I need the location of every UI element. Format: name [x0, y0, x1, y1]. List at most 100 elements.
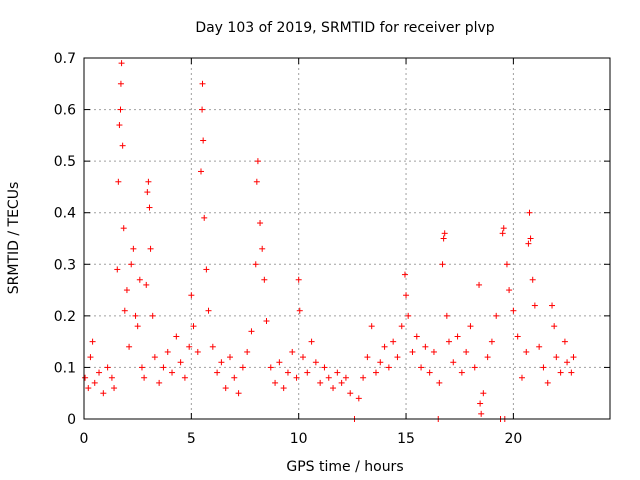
- data-points: [82, 60, 577, 422]
- axis-ticks: [83, 57, 610, 420]
- data-point: [398, 323, 405, 330]
- data-point: [123, 287, 130, 294]
- data-point: [484, 354, 491, 361]
- data-point: [342, 374, 349, 381]
- data-point: [194, 348, 201, 355]
- data-point: [480, 390, 487, 397]
- data-point: [214, 369, 221, 376]
- data-point: [364, 354, 371, 361]
- data-point: [500, 225, 507, 232]
- data-point: [347, 390, 354, 397]
- data-point: [430, 348, 437, 355]
- data-point: [222, 385, 229, 392]
- data-point: [145, 178, 152, 185]
- data-point: [144, 189, 151, 196]
- data-point: [467, 323, 474, 330]
- data-point: [436, 379, 443, 386]
- data-point: [418, 364, 425, 371]
- y-tick-label: 0.7: [54, 51, 76, 67]
- data-point: [134, 323, 141, 330]
- data-point: [257, 220, 264, 227]
- data-point: [96, 369, 103, 376]
- data-point: [205, 307, 212, 314]
- data-point: [557, 369, 564, 376]
- data-point: [561, 338, 568, 345]
- data-point: [263, 318, 270, 325]
- x-tick-label: 10: [290, 431, 308, 447]
- data-point: [239, 364, 246, 371]
- data-point: [100, 390, 107, 397]
- y-tick-label: 0.4: [54, 206, 76, 222]
- data-point: [549, 302, 556, 309]
- grid-layer: [84, 58, 610, 419]
- data-point: [405, 312, 412, 319]
- data-point: [440, 235, 447, 242]
- data-point: [248, 328, 255, 335]
- data-point: [454, 333, 461, 340]
- data-point: [413, 333, 420, 340]
- data-point: [426, 369, 433, 376]
- y-tick-label: 0.6: [54, 103, 76, 119]
- data-point: [136, 276, 143, 283]
- data-point: [130, 245, 137, 252]
- data-point: [493, 312, 500, 319]
- data-point: [146, 204, 153, 211]
- data-point: [117, 80, 124, 87]
- data-point: [338, 379, 345, 386]
- data-point: [390, 338, 397, 345]
- data-point: [317, 379, 324, 386]
- data-point: [173, 333, 180, 340]
- data-point: [355, 395, 362, 402]
- chart-title: Day 103 of 2019, SRMTID for receiver plv…: [195, 20, 494, 36]
- data-point: [284, 369, 291, 376]
- data-point: [458, 369, 465, 376]
- y-tick-label: 0: [67, 412, 76, 428]
- data-point: [529, 276, 536, 283]
- data-point: [525, 240, 532, 247]
- data-point: [523, 348, 530, 355]
- data-point: [476, 281, 483, 288]
- data-point: [536, 343, 543, 350]
- data-point: [289, 348, 296, 355]
- data-point: [296, 307, 303, 314]
- data-point: [89, 338, 96, 345]
- data-point: [443, 312, 450, 319]
- data-point: [510, 307, 517, 314]
- y-tick-label: 0.3: [54, 257, 76, 273]
- data-point: [330, 385, 337, 392]
- data-point: [231, 374, 238, 381]
- data-point: [368, 323, 375, 330]
- data-point: [169, 369, 176, 376]
- x-tick-label: 20: [504, 431, 522, 447]
- data-point: [527, 235, 534, 242]
- data-point: [128, 261, 135, 268]
- data-point: [120, 225, 127, 232]
- y-tick-label: 0.1: [54, 360, 76, 376]
- tick-labels: 0 0.1 0.2 0.3 0.4 0.5 0.6 0.7 0 5 10 15 20: [54, 51, 523, 447]
- data-point: [116, 122, 123, 129]
- data-point: [151, 354, 158, 361]
- data-point: [503, 261, 510, 268]
- data-point: [540, 364, 547, 371]
- data-point: [164, 348, 171, 355]
- data-point: [441, 230, 448, 237]
- data-point: [439, 261, 446, 268]
- data-point: [471, 364, 478, 371]
- x-tick-label: 0: [80, 431, 89, 447]
- data-point: [199, 80, 206, 87]
- data-point: [564, 359, 571, 366]
- data-point: [188, 292, 195, 299]
- plot-frame: [83, 57, 611, 420]
- data-point: [299, 354, 306, 361]
- data-point: [506, 287, 513, 294]
- data-point: [267, 364, 274, 371]
- data-point: [190, 323, 197, 330]
- data-point: [111, 385, 118, 392]
- data-point: [85, 385, 92, 392]
- data-point: [104, 364, 111, 371]
- data-point: [570, 354, 577, 361]
- data-point: [143, 281, 150, 288]
- data-point: [293, 374, 300, 381]
- data-point: [325, 374, 332, 381]
